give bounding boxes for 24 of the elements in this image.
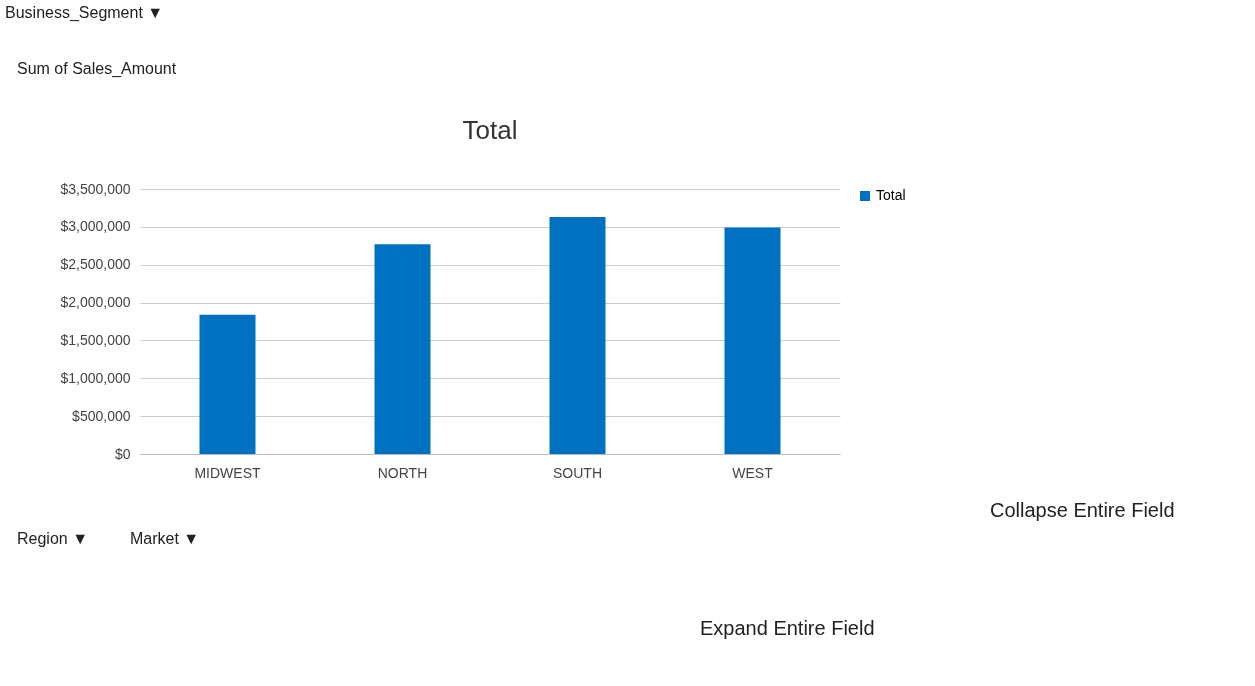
y-tick-label: $0 xyxy=(114,445,131,462)
bar xyxy=(374,244,431,454)
legend-label: Total xyxy=(876,187,906,203)
bar xyxy=(724,227,781,454)
y-tick-label: $1,500,000 xyxy=(60,331,131,348)
x-tick-label: SOUTH xyxy=(553,464,602,481)
text: Business_Segment ▼ xyxy=(5,4,164,22)
text: Market ▼ xyxy=(130,530,200,547)
x-tick-label: MIDWEST xyxy=(194,464,261,481)
x-tick-label: NORTH xyxy=(377,464,428,481)
chart-title: Total xyxy=(462,115,518,145)
y-tick-label: $1,000,000 xyxy=(60,369,131,386)
text: Collapse Entire Field xyxy=(990,499,1175,521)
x-tick-label: WEST xyxy=(732,464,774,481)
text: Region ▼ xyxy=(17,530,88,547)
bar xyxy=(549,217,606,454)
bar xyxy=(199,314,256,454)
y-tick-label: $500,000 xyxy=(72,407,131,424)
y-tick-label: $2,500,000 xyxy=(60,256,131,273)
y-tick-label: $3,000,000 xyxy=(60,218,131,235)
text: Sum of Sales_Amount xyxy=(17,60,177,78)
text: Expand Entire Field xyxy=(700,617,875,639)
y-tick-label: $3,500,000 xyxy=(60,180,131,197)
y-tick-label: $2,000,000 xyxy=(60,294,131,311)
